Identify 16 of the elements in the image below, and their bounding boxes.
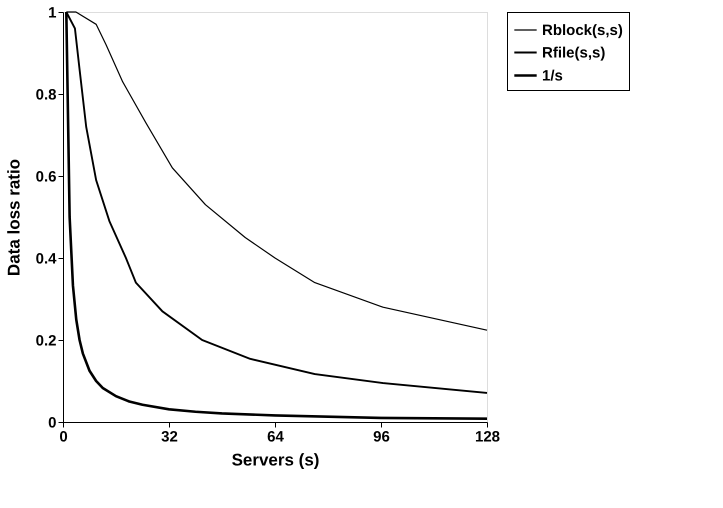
x-tick-label: 96 xyxy=(373,428,390,446)
x-axis-title: Servers (s) xyxy=(232,450,320,470)
x-tick-label: 0 xyxy=(59,428,68,446)
y-axis-title: Data loss ratio xyxy=(4,158,24,276)
y-tick-label: 1 xyxy=(48,4,56,22)
x-tick-label: 64 xyxy=(267,428,284,446)
x-tick-label: 32 xyxy=(161,428,178,446)
legend-label: Rblock(s,s) xyxy=(542,22,623,39)
y-tick-label: 0.2 xyxy=(36,332,56,350)
legend-label: Rfile(s,s) xyxy=(542,44,606,62)
y-tick-label: 0.8 xyxy=(36,86,56,104)
y-tick-label: 0.6 xyxy=(36,168,56,186)
y-tick-label: 0.4 xyxy=(36,250,58,268)
x-tick-label: 128 xyxy=(474,428,500,446)
legend-label: 1/s xyxy=(542,68,563,84)
y-tick-label: 0 xyxy=(48,414,56,432)
